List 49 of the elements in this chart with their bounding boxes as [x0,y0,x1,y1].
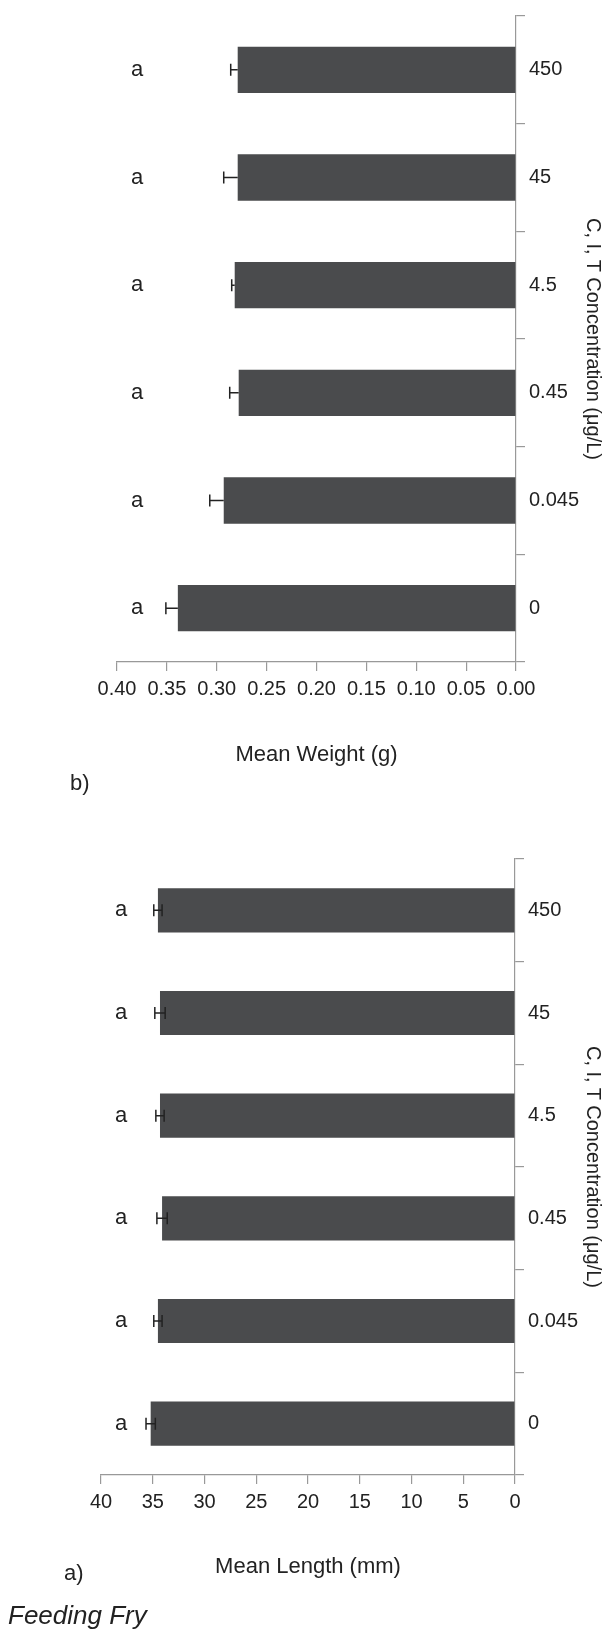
x-tick-label: 0.30 [197,676,237,699]
y-tick-label: 0.45 [529,380,568,403]
text: Feeding Fry [8,1600,147,1631]
y-axis-title: C, I, T Concentration (μg/L) [583,217,605,461]
x-tick-label: 5 [457,1489,469,1512]
x-tick-label: 40 [89,1489,113,1512]
y-tick-label: 45 [529,165,552,188]
y-tick-label: 4.5 [529,272,557,295]
data-label: a [130,163,144,189]
text: b) [70,770,90,796]
data-label: a [130,55,144,81]
data-label: a [130,378,144,404]
x-tick-label: 15 [348,1489,371,1512]
x-tick-label: 0.15 [346,676,386,699]
data-label: a [130,271,144,297]
data-label: a [114,1409,128,1435]
data-label: a [114,999,128,1025]
y-tick-label: 450 [529,57,563,80]
y-tick-label: 0 [529,595,541,618]
x-tick-label: 35 [141,1489,164,1512]
text: a) [64,1560,84,1586]
x-tick-label: 0.10 [396,676,436,699]
x-axis-title: Mean Weight (g) [235,740,398,766]
y-axis-title: C, I, T Concentration (μg/L) [583,1045,605,1289]
x-tick-label: 20 [296,1489,320,1512]
x-tick-label: 30 [193,1489,216,1512]
x-tick-label: 0.35 [147,676,187,699]
x-axis-title: Mean Length (mm) [215,1552,401,1578]
x-tick-label: 0.25 [247,676,287,699]
x-tick-label: 0.40 [97,676,137,699]
data-label: a [114,1307,128,1333]
y-tick-label: 0.045 [529,488,580,511]
x-tick-label: 0.05 [446,676,486,699]
y-tick-label: 0.45 [528,1205,567,1228]
x-tick-label: 0.00 [496,676,536,699]
y-tick-label: 450 [528,897,562,920]
y-tick-label: 4.5 [528,1103,556,1126]
data-label: a [130,486,144,512]
y-tick-label: 0 [528,1411,540,1434]
y-tick-label: 0.045 [528,1308,579,1331]
data-label: a [130,594,144,620]
x-tick-label: 10 [400,1489,423,1512]
data-label: a [114,896,128,922]
y-tick-label: 45 [528,1000,551,1023]
x-tick-label: 25 [245,1489,268,1512]
data-label: a [114,1204,128,1230]
x-tick-label: 0 [509,1489,521,1512]
x-tick-label: 0.20 [297,676,336,699]
data-label: a [114,1101,128,1127]
